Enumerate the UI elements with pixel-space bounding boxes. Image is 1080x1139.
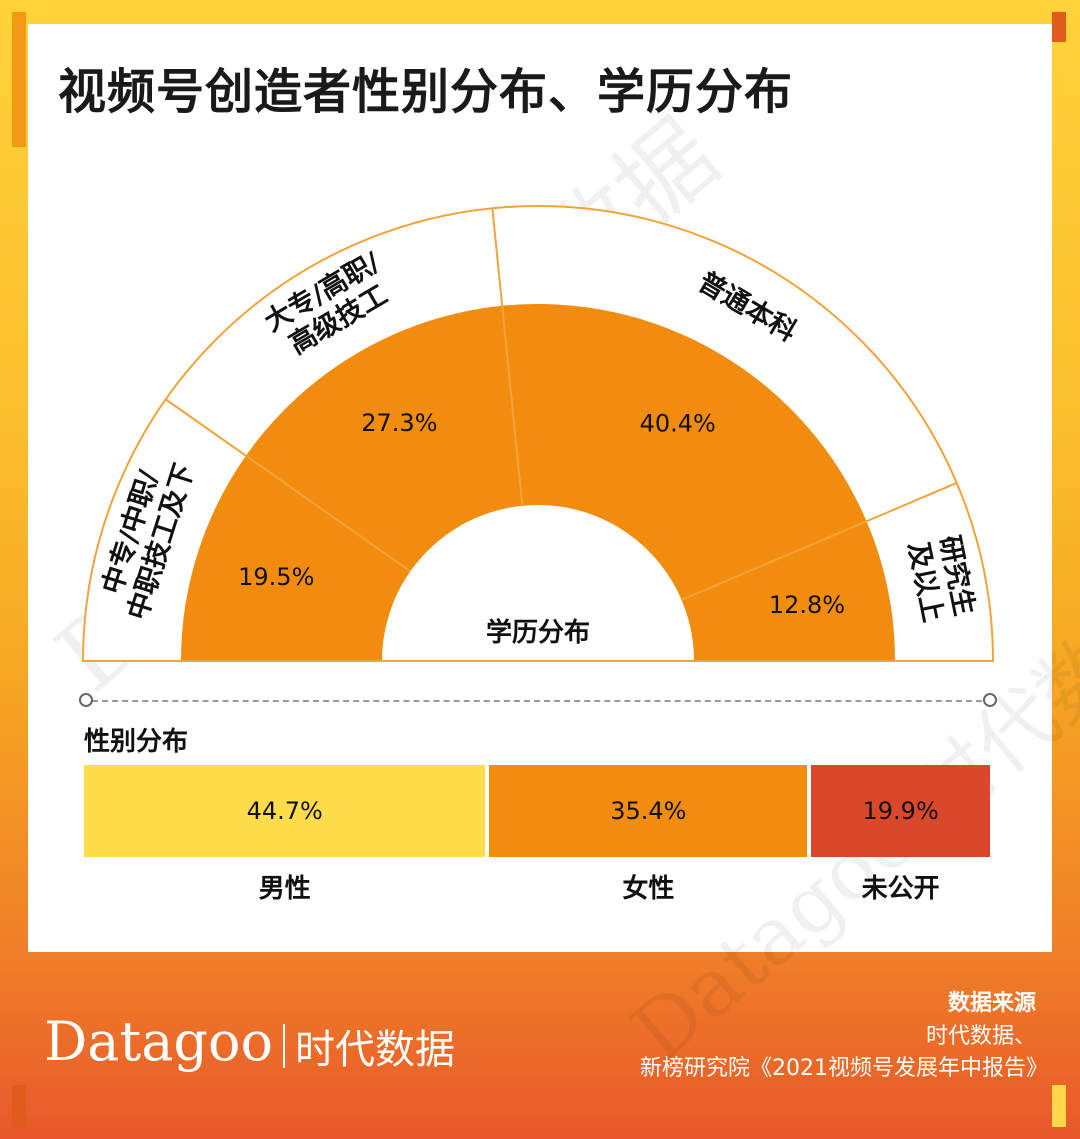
education-slice: [181, 455, 411, 661]
page-title: 视频号创造者性别分布、学历分布: [58, 64, 794, 120]
education-slice: [245, 305, 523, 572]
gender-bar-segment: 44.7%: [84, 765, 486, 857]
gender-bar-segment: 19.9%: [811, 765, 990, 857]
slice-separator: [491, 208, 524, 506]
accent-bar-right-bottom: [1052, 1085, 1066, 1127]
education-center-label: 学历分布: [486, 617, 590, 648]
divider-dashed-line: [92, 700, 982, 702]
source-title: 数据来源: [947, 991, 1036, 1016]
gender-stacked-bar: 44.7% 35.4% 19.9%: [84, 765, 990, 857]
education-value-label: 19.5%: [238, 563, 314, 591]
education-value-label: 12.8%: [769, 591, 845, 619]
source-line-1: 时代数据、: [925, 1024, 1036, 1049]
education-slice: [502, 304, 867, 600]
brand-logo: Datagoo 时代数据: [44, 1010, 455, 1075]
slice-separator: [165, 398, 411, 573]
gender-category-label: 未公开: [861, 874, 940, 904]
gender-chart-title: 性别分布: [84, 727, 189, 757]
brand-latin: Datagoo: [44, 1010, 273, 1073]
gender-category-label: 男性: [258, 874, 311, 904]
education-value-label: 27.3%: [361, 409, 437, 437]
divider-dot-right: [983, 693, 997, 707]
accent-bar-right-top: [1052, 12, 1066, 42]
source-line-2: 新榜研究院《2021视频号发展年中报告》: [640, 1056, 1048, 1081]
divider-dot-left: [79, 693, 93, 707]
accent-bar-left-bottom: [12, 1085, 26, 1127]
accent-bar-left-top: [12, 12, 26, 147]
education-value-label: 40.4%: [640, 410, 716, 438]
education-slice: [681, 521, 895, 661]
brand-separator: [282, 1024, 285, 1068]
education-semicircle-chart: 19.5%中专/中职/中职技工及下27.3%大专/高职/高级技工40.4%普通本…: [81, 205, 995, 662]
gender-bar-segment: 35.4%: [489, 765, 808, 857]
brand-cn: 时代数据: [294, 1027, 455, 1073]
gender-category-label: 女性: [622, 874, 675, 904]
slice-separator: [681, 482, 958, 601]
